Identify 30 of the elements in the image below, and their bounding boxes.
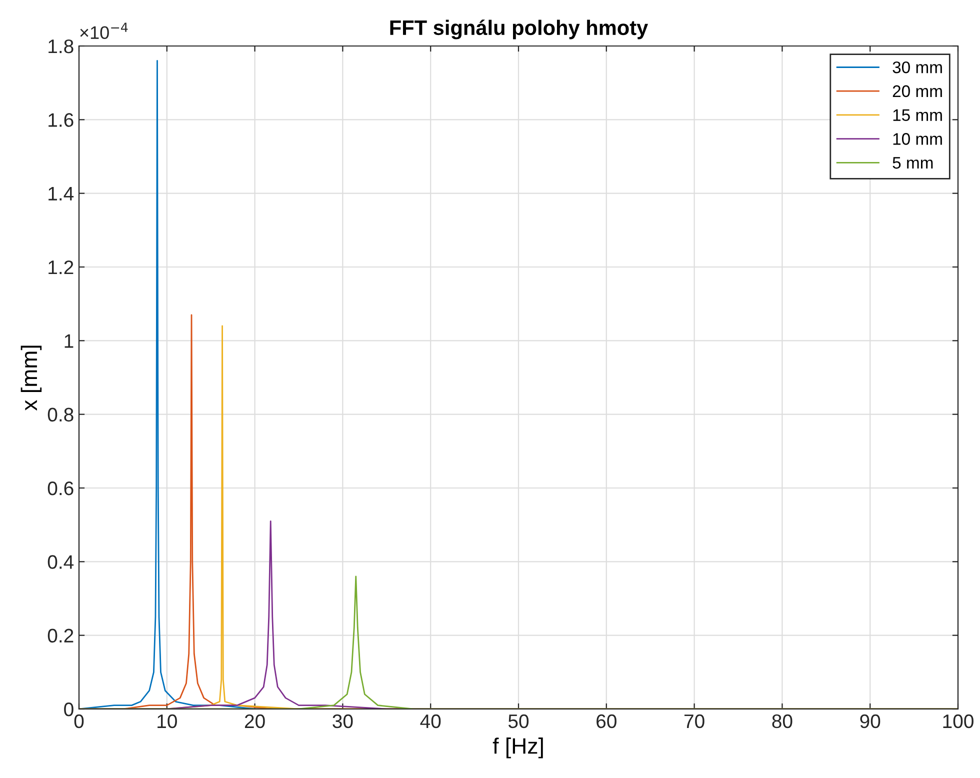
text: ×10$^{−4}$ bbox=[80, 22, 128, 39]
y-tick-label: 1.8 bbox=[48, 39, 74, 54]
y-tick-label: 1 bbox=[64, 334, 74, 348]
y-tick-label: 0.8 bbox=[48, 408, 74, 422]
y-tick-label: 0.6 bbox=[48, 481, 74, 496]
y-tick-label: 0.2 bbox=[48, 628, 74, 643]
legend-label: 5 mm bbox=[892, 157, 933, 169]
x-tick-label: 80 bbox=[772, 714, 792, 728]
x-tick-label: 100 bbox=[943, 714, 974, 728]
legend-label: 20 mm bbox=[892, 85, 942, 98]
x-tick-label: 60 bbox=[596, 714, 616, 728]
x-tick-label: 90 bbox=[860, 714, 880, 728]
y-tick-label: 0 bbox=[64, 702, 74, 716]
y-tick-label: 1.2 bbox=[48, 260, 74, 274]
legend-label: 10 mm bbox=[893, 133, 942, 145]
x-tick-label: 10 bbox=[158, 714, 177, 728]
legend-label: 15 mm bbox=[893, 109, 942, 121]
x-tick-label: 30 bbox=[332, 714, 353, 728]
legend-label: 30 mm bbox=[892, 61, 942, 74]
y-tick-label: 1.6 bbox=[48, 113, 74, 127]
x-tick-label: 20 bbox=[244, 714, 265, 728]
x-tick-label: 40 bbox=[420, 714, 441, 728]
y-axis-title: x [mm] bbox=[20, 346, 42, 411]
y-tick-label: 0.4 bbox=[48, 555, 74, 569]
x-tick-label: 50 bbox=[508, 714, 529, 728]
y-tick-label: 1.4 bbox=[48, 187, 74, 200]
chart-title: FFT signálu polohy hmoty bbox=[390, 20, 648, 40]
x-axis-title: f [Hz] bbox=[492, 738, 543, 758]
x-tick-label: 0 bbox=[74, 714, 84, 728]
x-tick-label: 70 bbox=[684, 714, 704, 728]
